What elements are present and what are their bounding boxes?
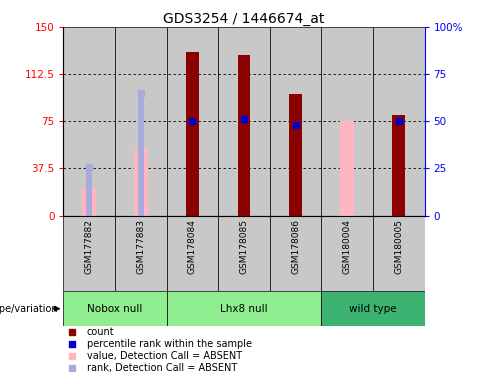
Bar [270,27,322,216]
Text: percentile rank within the sample: percentile rank within the sample [87,339,252,349]
Bar [270,216,322,291]
Bar [186,52,199,216]
Text: value, Detection Call = ABSENT: value, Detection Call = ABSENT [87,351,242,361]
Bar [322,27,373,216]
Text: GSM180004: GSM180004 [343,219,352,274]
Text: GSM178084: GSM178084 [188,219,197,274]
Bar [340,121,354,216]
Bar [322,216,373,291]
Bar [322,291,425,326]
Text: GSM178085: GSM178085 [240,219,248,275]
Text: genotype/variation: genotype/variation [0,304,58,314]
Bar [166,291,322,326]
Text: wild type: wild type [349,304,397,314]
Text: GSM180005: GSM180005 [394,219,403,275]
Bar [392,115,405,216]
Text: count: count [87,327,115,337]
Bar [166,216,218,291]
Bar [115,27,166,216]
Bar [115,216,166,291]
Text: GSM178086: GSM178086 [291,219,300,275]
Bar [82,188,97,216]
Text: GSM177883: GSM177883 [136,219,145,275]
Bar [218,27,270,216]
Text: Nobox null: Nobox null [87,304,142,314]
Bar [373,216,425,291]
Bar [238,55,250,216]
Bar [218,216,270,291]
Bar [373,27,425,216]
Text: Lhx8 null: Lhx8 null [220,304,268,314]
Text: GSM177882: GSM177882 [85,219,94,274]
Bar [86,167,92,216]
Bar [63,27,115,216]
Text: rank, Detection Call = ABSENT: rank, Detection Call = ABSENT [87,363,237,373]
Title: GDS3254 / 1446674_at: GDS3254 / 1446674_at [163,12,325,26]
Bar [166,27,218,216]
Bar [63,216,115,291]
Bar [134,149,148,216]
Bar [63,291,166,326]
Bar [138,93,144,216]
Bar [289,94,302,216]
